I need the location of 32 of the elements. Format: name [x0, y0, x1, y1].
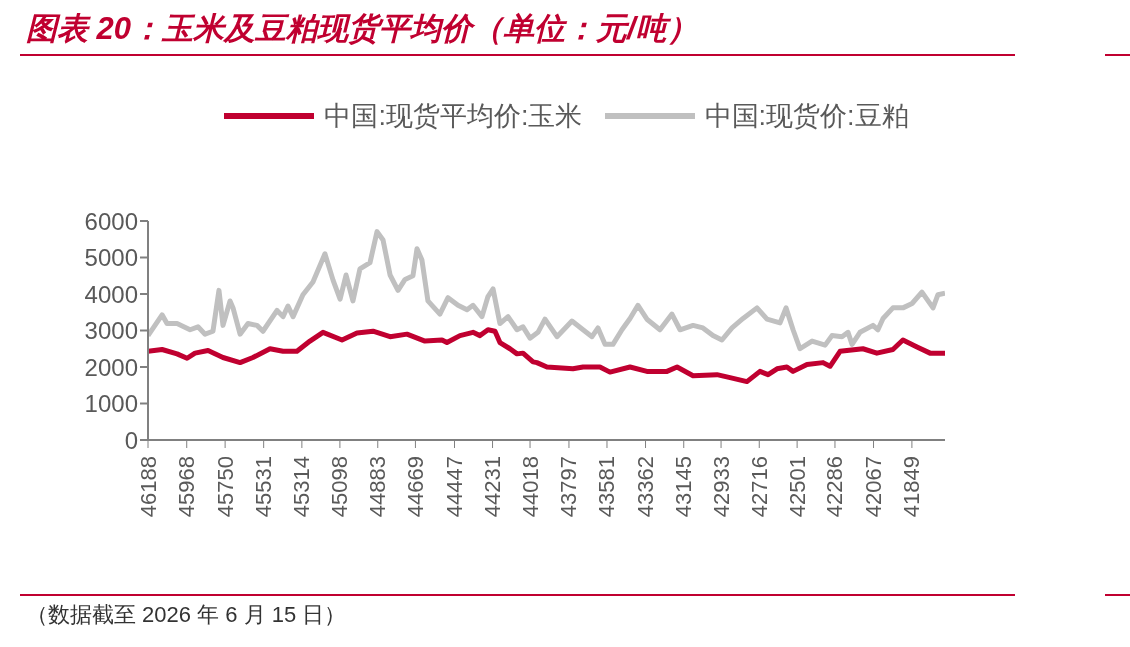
y-tick-label: 0: [124, 426, 138, 454]
legend-label: 中国:现货平均价:玉米: [324, 100, 583, 133]
y-tick-label: 4000: [84, 280, 138, 308]
x-tick-label: 41849: [899, 456, 925, 518]
y-tick-label: 1000: [84, 390, 138, 418]
x-tick-label: 43362: [633, 456, 659, 518]
y-tick-label: 2000: [84, 353, 138, 381]
x-tick-label: 42067: [861, 456, 887, 518]
x-tick-label: 42716: [746, 456, 772, 518]
x-tick-label: 42933: [708, 456, 734, 518]
x-tick-label: 44883: [365, 456, 391, 518]
x-tick-label: 46188: [135, 456, 161, 518]
x-tick-label: 44669: [402, 456, 428, 518]
x-tick-label: 45531: [251, 456, 277, 518]
x-tick-label: 45098: [327, 456, 353, 518]
x-tick-label: 45968: [174, 456, 200, 518]
x-tick-label: 44447: [442, 456, 468, 518]
x-tick-label: 45750: [212, 456, 238, 518]
y-tick-label: 6000: [84, 207, 138, 235]
y-tick-label: 5000: [84, 244, 138, 272]
x-tick-label: 42286: [822, 456, 848, 518]
x-tick-label: 44231: [480, 456, 506, 518]
x-tick-label: 45314: [289, 456, 315, 518]
text: （数据截至 2026 年 6 月 15 日）: [26, 601, 347, 629]
x-tick-label: 43581: [594, 456, 620, 518]
legend-label: 中国:现货价:豆粕: [704, 100, 909, 133]
x-tick-label: 44018: [517, 456, 543, 518]
x-tick-label: 43797: [556, 456, 582, 518]
x-tick-label: 43145: [671, 456, 697, 518]
y-tick-label: 3000: [84, 317, 138, 345]
chart-title: 图表 20：玉米及豆粕现货平均价（单位：元/吨）: [26, 10, 698, 48]
x-tick-label: 42501: [784, 456, 810, 518]
